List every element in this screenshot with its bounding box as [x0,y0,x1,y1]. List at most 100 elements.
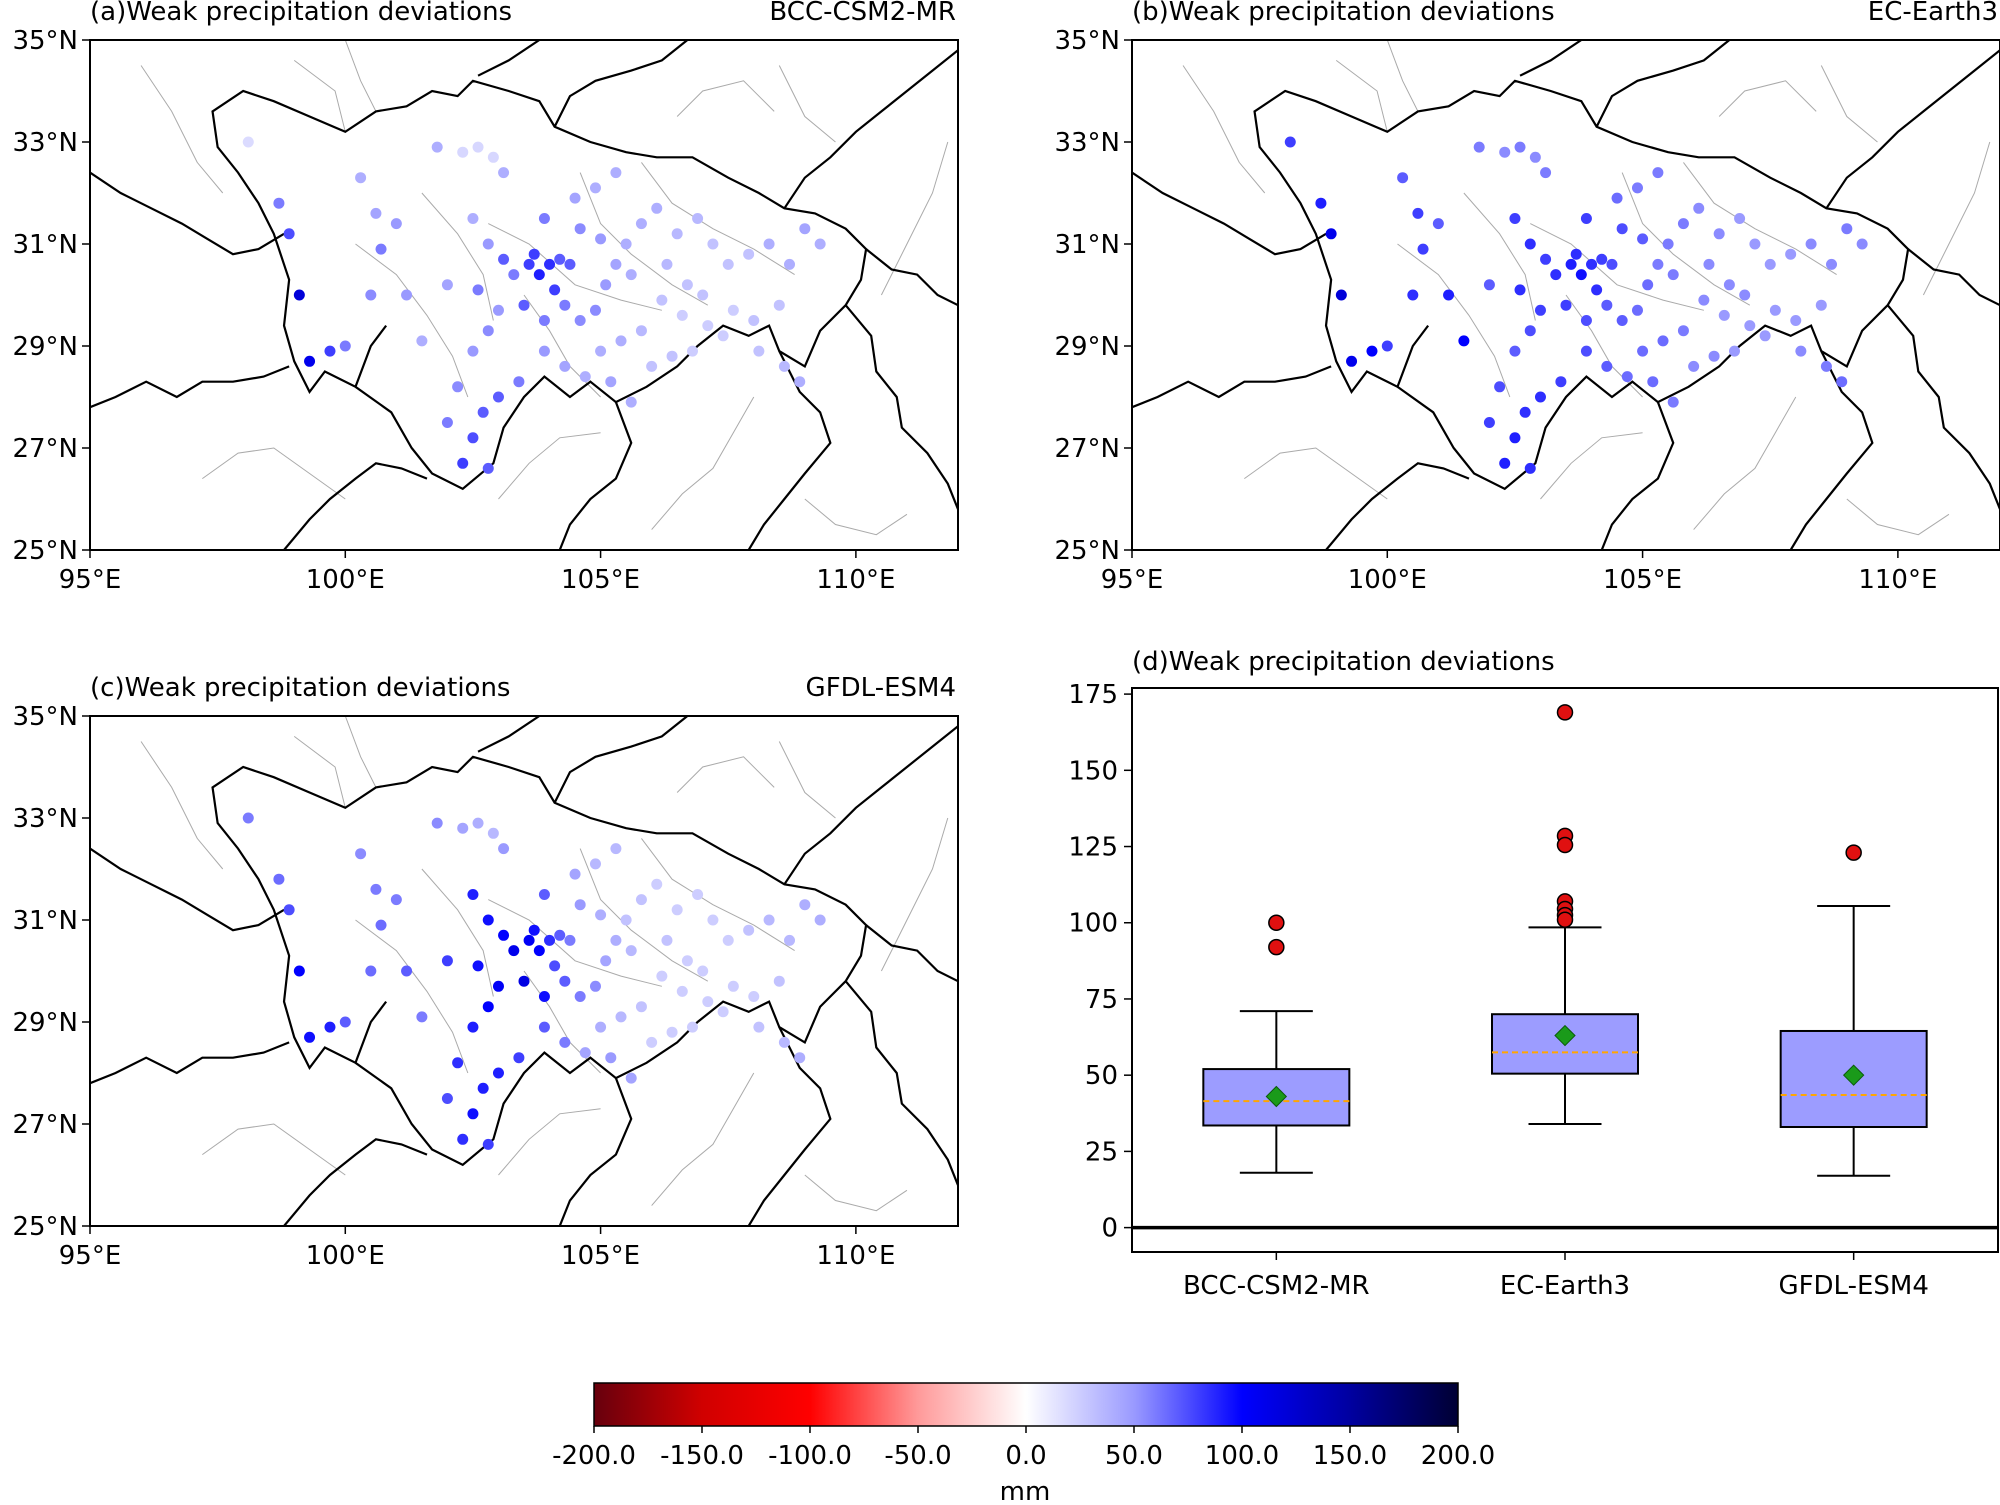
station-point [671,904,683,916]
station-point [242,136,254,148]
station-point [605,1052,617,1064]
y-tick-label: 35°N [12,702,78,732]
station-point [1591,284,1603,296]
x-tick-label: GFDL-ESM4 [1778,1271,1928,1301]
station-point [375,243,387,255]
station-point [799,223,811,235]
province-border [747,350,832,550]
county-line [641,162,795,276]
y-tick-label: 25°N [1054,536,1120,566]
station-point [482,325,494,337]
station-point [784,934,796,946]
county-line [880,141,949,296]
county-line [579,848,709,982]
station-point [1596,253,1608,265]
station-point [513,1052,525,1064]
station-point [646,360,658,372]
province-border [283,462,428,550]
station-point [574,991,586,1002]
station-point [1540,253,1552,265]
station-point [518,975,530,987]
station-point [457,822,469,834]
station-point [528,924,540,936]
station-point [574,315,586,326]
station-point [1284,136,1296,148]
station-point [799,899,811,911]
station-point [452,381,464,393]
station-point [1580,315,1592,326]
station-point [1744,320,1756,332]
station-point [1734,213,1746,224]
station-point [773,975,785,987]
station-point [635,218,647,230]
station-point [482,238,494,250]
province-border [844,980,958,1186]
province-border [865,248,958,307]
station-point [472,284,484,296]
province-border [90,847,285,932]
county-line [1244,447,1388,500]
province-border [1132,171,1327,256]
station-point [370,207,382,219]
station-point [1795,345,1807,357]
station-point [513,376,525,388]
y-tick-label: 175 [1068,680,1118,710]
y-tick-label: 35°N [12,26,78,56]
station-point [1698,294,1710,306]
station-point [390,218,402,230]
county-line [1397,243,1511,398]
station-point [814,238,826,250]
county-line [421,868,494,997]
map-b-plot: 95°E 100°E 105°E 110°E 25°N 27°N 29°N 31°N 33°N 3… [1054,26,2000,595]
station-point [273,197,285,209]
station-point [1565,258,1577,270]
station-point [1458,335,1470,347]
station-point [763,238,775,250]
panel-b-title: (b)Weak precipitation deviations [1132,0,1555,27]
station-point [651,878,663,890]
station-point [1667,396,1679,408]
station-point [1688,360,1700,372]
station-point [1657,335,1669,347]
colorbar-tick-label: 0.0 [1005,1441,1046,1471]
map-layers [90,716,958,1226]
y-tick-label: 75 [1085,985,1118,1015]
station-point [441,955,453,967]
station-point [538,1021,550,1033]
station-point [569,868,581,880]
station-point [1560,299,1572,311]
x-tick-label: 100°E [306,565,385,595]
y-tick-label: 31°N [1054,230,1120,260]
province-border [1907,248,2000,307]
outlier-point [1268,914,1285,931]
station-point [671,228,683,240]
county-line [1922,141,1991,296]
panel-a-title: (a)Weak precipitation deviations [90,0,512,27]
station-point [625,396,637,408]
station-point [661,258,673,270]
y-tick-label: 150 [1068,756,1118,786]
station-point [707,238,719,250]
county-line [498,1108,601,1176]
x-tick-label: 110°E [816,565,895,595]
station-point [242,812,254,824]
station-point [1473,141,1485,153]
station-point [482,1138,494,1150]
station-point [574,899,586,911]
station-point [1662,238,1674,250]
station-point [492,391,504,403]
station-point [784,258,796,270]
county-line [344,40,377,112]
map-frame [89,39,959,551]
station-point [1524,238,1536,250]
x-tick-label: 95°E [59,1241,122,1271]
mean-marker [1554,1024,1576,1047]
station-point [324,1021,336,1033]
station-point [600,279,612,291]
station-point [620,238,632,250]
colorbar-tick-label: -50.0 [884,1441,951,1471]
outlier-point [1845,844,1862,861]
county-line [355,243,469,398]
colorbar-tick-label: 200.0 [1421,1441,1495,1471]
